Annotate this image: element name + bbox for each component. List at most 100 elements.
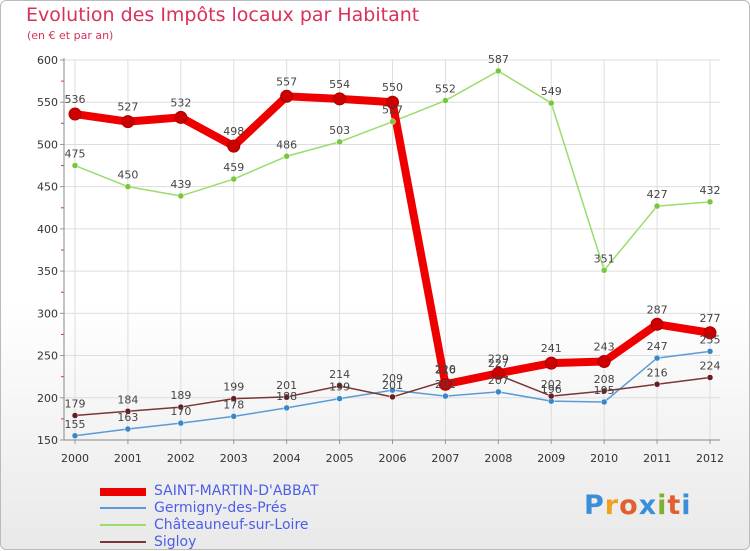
data-label: 155 xyxy=(65,418,86,431)
data-point xyxy=(230,413,237,420)
data-label: 170 xyxy=(170,405,191,418)
x-tick-label: 2005 xyxy=(326,452,354,465)
data-point xyxy=(386,95,399,109)
data-point xyxy=(389,118,396,125)
data-label: 587 xyxy=(488,53,509,66)
legend-swatch-germigny xyxy=(100,507,146,509)
data-label: 202 xyxy=(435,378,456,391)
x-tick-label: 2003 xyxy=(220,452,248,465)
data-label: 216 xyxy=(647,366,668,379)
data-point xyxy=(336,138,343,146)
data-point xyxy=(227,139,241,153)
data-point xyxy=(706,348,714,355)
data-point xyxy=(336,395,343,402)
data-point xyxy=(71,162,79,169)
data-point xyxy=(600,398,608,406)
data-label: 554 xyxy=(329,78,350,91)
data-label: 189 xyxy=(170,389,191,402)
data-point xyxy=(653,381,661,388)
y-tick-label: 450 xyxy=(37,181,58,194)
data-point xyxy=(442,97,449,104)
data-point xyxy=(283,393,290,401)
data-point xyxy=(283,404,290,412)
data-point xyxy=(544,356,558,370)
legend-swatch-saint-martin xyxy=(100,488,146,496)
data-label: 199 xyxy=(223,381,244,394)
proxiti-logo: Proxiti xyxy=(584,490,692,521)
y-tick-label: 300 xyxy=(37,307,58,320)
y-tick-label: 550 xyxy=(37,96,58,109)
data-label: 536 xyxy=(65,93,86,106)
chart-subtitle: (en € et par an) xyxy=(27,29,114,42)
x-tick-label: 2007 xyxy=(431,452,459,465)
data-label: 201 xyxy=(382,379,403,392)
x-tick-label: 2012 xyxy=(696,452,724,465)
data-point xyxy=(280,89,294,103)
data-point xyxy=(600,267,608,274)
legend-label: Germigny-des-Prés xyxy=(154,500,287,516)
legend-label: Châteauneuf-sur-Loire xyxy=(154,517,309,533)
data-point xyxy=(336,382,343,390)
data-label: 184 xyxy=(117,393,138,406)
data-point xyxy=(600,387,608,395)
data-point xyxy=(124,183,132,190)
data-point xyxy=(121,115,135,129)
x-tick-label: 2004 xyxy=(273,452,301,465)
x-tick-label: 2002 xyxy=(167,452,195,465)
data-label: 287 xyxy=(647,303,668,316)
data-point xyxy=(177,403,185,411)
data-label: 432 xyxy=(700,184,721,197)
x-tick-label: 2011 xyxy=(643,452,671,465)
data-label: 439 xyxy=(170,178,191,191)
data-label: 503 xyxy=(329,124,350,137)
x-tick-label: 2010 xyxy=(590,452,618,465)
legend-swatch-sigloy xyxy=(100,541,146,543)
data-label: 552 xyxy=(435,83,456,96)
data-point xyxy=(230,395,237,402)
legend-label: Sigloy xyxy=(154,534,197,550)
data-point xyxy=(706,198,714,206)
data-point xyxy=(597,354,611,368)
data-point xyxy=(124,408,132,415)
data-point xyxy=(389,393,396,401)
legend-swatch-chateauneuf xyxy=(100,524,146,526)
data-label: 196 xyxy=(541,383,562,396)
data-point xyxy=(389,386,396,394)
data-point xyxy=(174,110,188,124)
data-label: 220 xyxy=(435,363,456,376)
data-label: 208 xyxy=(594,373,615,386)
x-tick-label: 2006 xyxy=(379,452,407,465)
data-label: 216 xyxy=(435,363,456,376)
data-label: 475 xyxy=(65,148,86,161)
data-point xyxy=(177,419,185,427)
data-point xyxy=(71,412,79,419)
data-point xyxy=(71,432,79,440)
data-label: 241 xyxy=(541,342,562,355)
data-label: 255 xyxy=(700,333,721,346)
y-tick-label: 200 xyxy=(37,392,58,405)
data-label: 207 xyxy=(488,374,509,387)
data-label: 277 xyxy=(700,312,721,325)
data-point xyxy=(177,192,185,200)
data-label: 549 xyxy=(541,85,562,98)
x-tick-label: 2009 xyxy=(537,452,565,465)
data-label: 214 xyxy=(329,368,350,381)
data-label: 532 xyxy=(170,96,191,109)
data-point xyxy=(491,366,505,380)
data-label: 195 xyxy=(594,384,615,397)
data-label: 427 xyxy=(647,188,668,201)
data-point xyxy=(706,374,714,381)
data-label: 178 xyxy=(223,398,244,411)
x-tick-label: 2001 xyxy=(114,452,142,465)
y-tick-label: 250 xyxy=(37,350,58,363)
data-point xyxy=(438,377,452,391)
data-label: 163 xyxy=(117,411,138,424)
y-tick-label: 150 xyxy=(37,434,58,447)
legend-label: SAINT-MARTIN-D'ABBAT xyxy=(154,483,319,499)
y-tick-label: 600 xyxy=(37,54,58,67)
data-label: 202 xyxy=(541,378,562,391)
data-label: 557 xyxy=(276,75,297,88)
data-point xyxy=(495,67,502,75)
data-label: 229 xyxy=(488,352,509,365)
